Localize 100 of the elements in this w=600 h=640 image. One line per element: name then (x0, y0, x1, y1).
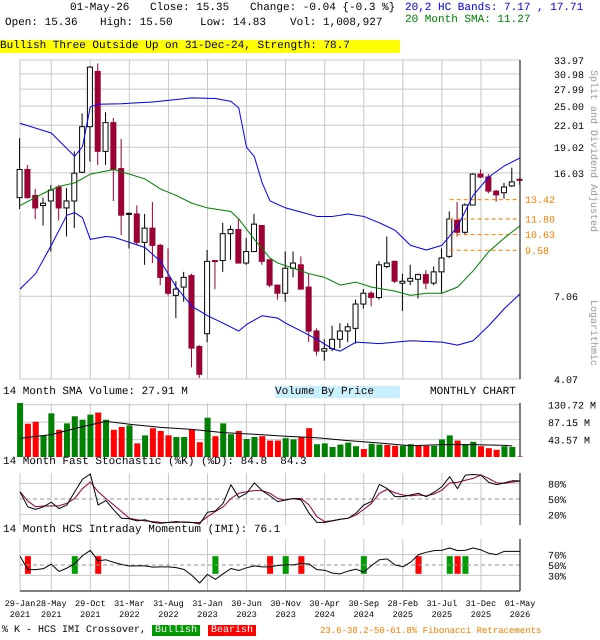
x-tick-label: 31-Jul 2025 (426, 599, 458, 620)
bar (134, 443, 140, 457)
bar (446, 435, 453, 457)
x-tick-label: 31-Jan 2023 (192, 599, 223, 620)
bar (368, 444, 375, 457)
ref-line-label: 11.80 (525, 216, 556, 227)
y-tick-label: 25.00 (554, 103, 584, 114)
bar (220, 423, 226, 457)
text: 23.6-38.2-50-61.8% Fibonacci Retracements (320, 626, 542, 636)
candlestick (438, 248, 444, 294)
bar (103, 420, 110, 457)
candlestick (384, 236, 390, 269)
bar (478, 446, 484, 457)
bar (423, 446, 430, 457)
bar (290, 439, 297, 457)
text: Close: 15.35 (150, 2, 230, 14)
candlestick (392, 260, 398, 284)
candlestick (165, 248, 172, 296)
candlestick (180, 271, 187, 302)
candlestick (56, 184, 62, 221)
bar (431, 446, 438, 457)
y-tick-label: 33.97 (554, 57, 584, 68)
line-series (20, 212, 520, 352)
text: Volume By Price (275, 386, 400, 398)
bar (95, 412, 102, 457)
candlestick (126, 212, 132, 249)
y-tick-label: 27.99 (554, 86, 584, 98)
y-tick-label: 50% (548, 496, 566, 507)
text: Change: -0.04 {-0.3 %} (250, 2, 396, 14)
bar (56, 430, 62, 457)
x-tick-label: 30-Nov 2023 (270, 599, 301, 620)
bar (282, 438, 289, 457)
candlestick (415, 273, 422, 300)
y-tick-label: 50% (548, 562, 566, 573)
x-tick-label: 28-Feb 2025 (388, 599, 418, 620)
y-tick-label: 130.72 M (548, 402, 596, 413)
candlestick (212, 260, 218, 290)
x-tick-label: 30-Apr 2024 (309, 599, 340, 620)
line-series (20, 420, 513, 446)
bar (274, 440, 281, 457)
y-tick-label: 87.15 M (548, 419, 590, 430)
candlestick (142, 213, 148, 266)
x-tick-label: 01-May 2026 (504, 599, 536, 620)
bar (236, 431, 242, 457)
line-series (20, 168, 520, 296)
candlestick (368, 290, 374, 307)
bar (40, 435, 47, 457)
y-tick-label: 16.03 (554, 170, 584, 181)
text: Open: 15.36 (5, 17, 78, 29)
text: MONTHLY CHART (430, 386, 516, 398)
bar (204, 418, 211, 457)
candlestick (422, 270, 429, 290)
bar (244, 439, 250, 457)
bar (353, 446, 360, 457)
bar (376, 444, 382, 457)
y-tick-label: 30.98 (554, 70, 584, 82)
y-tick-label: 4.07 (554, 376, 578, 387)
chart-title: 14 Month Fast Stochastic (%K) (%D): 84.8 84.3 (3, 456, 307, 468)
y-tick-label: 20% (548, 512, 566, 523)
bar (87, 414, 94, 457)
x-tick-label: 31-Dec 2025 (466, 599, 496, 620)
candlestick (430, 266, 437, 286)
candlestick (508, 167, 515, 188)
chart-title: 14 Month HCS Intraday Momentum (IMI): 76.1 (3, 524, 280, 536)
bar (454, 440, 461, 457)
candlestick (313, 328, 320, 356)
bar (48, 413, 54, 457)
y-tick-label: 22.01 (554, 122, 584, 134)
bar (212, 436, 218, 457)
y-tick-label: 43.57 M (548, 436, 590, 448)
legend-title: % K - HCS IMI Crossover, (2, 625, 146, 636)
x-tick-label: 31-Mar 2022 (114, 599, 145, 620)
x-tick-label: 30-Jun 2023 (231, 599, 262, 620)
ref-line-label: 13.42 (525, 196, 556, 208)
ref-line-label: 9.58 (525, 246, 550, 258)
text: Bearish (208, 625, 256, 636)
bar (251, 437, 258, 457)
bar (64, 423, 70, 457)
x-tick-label: 29-Oct 2021 (75, 599, 106, 620)
candlestick (290, 251, 296, 278)
bar (228, 434, 234, 457)
bar (501, 446, 508, 457)
x-tick-label: 30-Sep 2024 (348, 599, 380, 620)
y-axis-title: Split and Dividend Adjusted (587, 70, 598, 232)
chart-title: 14 Month SMA Volume: 27.91 M (3, 386, 188, 398)
line-series (20, 97, 520, 250)
text: 20,2 HC Bands: 7.17 , 17.71 (405, 2, 584, 14)
candlestick (243, 237, 250, 266)
bar (166, 435, 172, 457)
bar (196, 442, 203, 457)
candlestick (228, 224, 234, 260)
candlestick (274, 284, 280, 300)
y-tick-label: 19.02 (554, 144, 584, 156)
text: High: 15.50 (100, 17, 173, 29)
bar (188, 429, 195, 457)
bar (360, 449, 367, 457)
bar (142, 435, 148, 457)
x-tick-label: 29-Jan 2021 (4, 599, 36, 620)
candlestick (500, 182, 507, 200)
bar (17, 403, 24, 457)
